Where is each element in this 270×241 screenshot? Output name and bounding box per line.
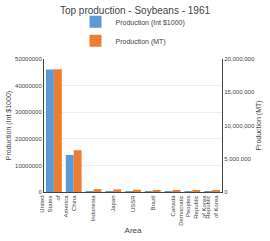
svg-text:20000000: 20000000 <box>15 136 42 142</box>
svg-text:0: 0 <box>38 189 42 195</box>
svg-text:30000000: 30000000 <box>15 109 42 115</box>
svg-text:Top production - Soybeans - 19: Top production - Soybeans - 1961 <box>60 5 211 16</box>
svg-text:Canada: Canada <box>170 195 176 217</box>
svg-text:15,000,000: 15,000,000 <box>224 89 255 95</box>
svg-text:USSR: USSR <box>130 195 136 212</box>
svg-text:Production (Int $1000): Production (Int $1000) <box>116 19 185 27</box>
svg-text:40000000: 40000000 <box>15 83 42 89</box>
svg-text:10,000,000: 10,000,000 <box>224 123 255 129</box>
svg-text:Indonesia: Indonesia <box>90 195 96 222</box>
svg-text:20,000,000: 20,000,000 <box>224 56 255 62</box>
svg-text:UnitedStatesofAmerica: UnitedStatesofAmerica <box>39 195 68 218</box>
svg-text:Brazil: Brazil <box>150 195 156 210</box>
svg-text:Japan: Japan <box>110 195 116 211</box>
svg-text:5,000,000: 5,000,000 <box>224 156 251 162</box>
svg-text:0: 0 <box>224 189 228 195</box>
svg-text:Area: Area <box>125 226 142 235</box>
svg-text:Republicof Korea: Republicof Korea <box>205 195 219 219</box>
svg-text:China: China <box>71 195 77 211</box>
svg-text:Production (MT): Production (MT) <box>255 100 263 150</box>
svg-text:Production (Int $1000): Production (Int $1000) <box>5 91 13 160</box>
svg-text:Production (MT): Production (MT) <box>116 38 166 46</box>
svg-text:DemocraticPeoplesRepublicof Ko: DemocraticPeoplesRepublicof Korea <box>178 195 207 226</box>
svg-text:10000000: 10000000 <box>15 163 42 169</box>
svg-text:50000000: 50000000 <box>15 56 42 62</box>
